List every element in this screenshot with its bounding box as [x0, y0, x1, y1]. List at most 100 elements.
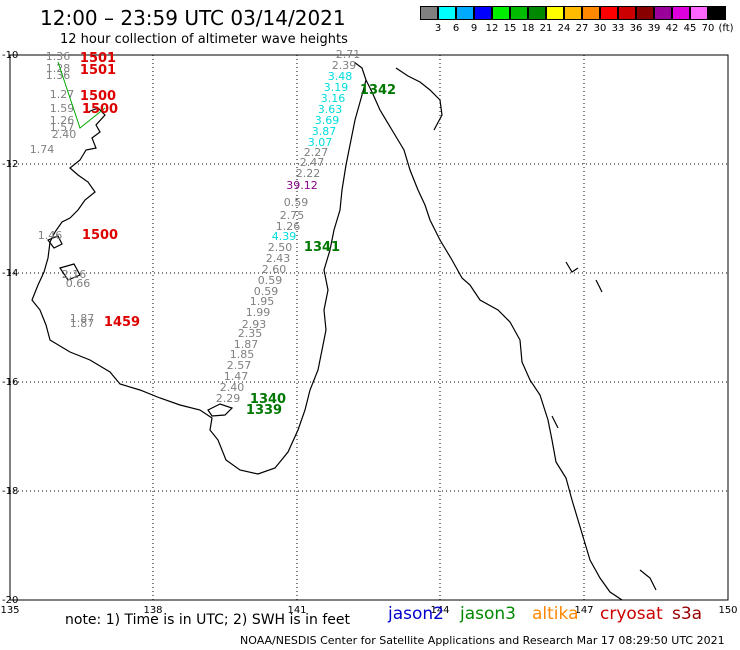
- scale-label: 45: [683, 23, 697, 34]
- scale-label: (ft): [718, 23, 734, 34]
- time-label: 1501: [80, 63, 116, 78]
- scale-label: 15: [503, 23, 517, 34]
- scale-swatch: [564, 6, 582, 20]
- time-label: 1459: [104, 315, 140, 330]
- coastline: [31, 61, 657, 601]
- coastline-north: [395, 67, 443, 131]
- island: [59, 263, 81, 281]
- swh-value: 2.47: [300, 156, 325, 169]
- time-label: 1500: [82, 102, 118, 117]
- lat-lon-grid: [10, 55, 728, 600]
- scale-label: 27: [575, 23, 589, 34]
- swh-value: 0.66: [66, 277, 91, 290]
- swh-value: 2.57: [227, 359, 252, 372]
- swh-value: 2.75: [280, 209, 305, 222]
- swh-value: 1.46: [38, 229, 63, 242]
- scale-label: 3: [434, 23, 442, 34]
- time-label: 1500: [82, 228, 118, 243]
- axis-labels: 135 138 141 144 147 150 -10 -12 -14 -16 -18 -20: [0, 50, 737, 616]
- scale-swatch: [636, 6, 654, 20]
- swh-value: 2.35: [238, 327, 263, 340]
- map-subtitle: 12 hour collection of altimeter wave hei…: [60, 32, 348, 47]
- scale-label: 6: [452, 23, 460, 34]
- island: [207, 403, 234, 417]
- time-label: 1340: [250, 392, 286, 407]
- scale-label: 30: [593, 23, 607, 34]
- map-frame: [9, 54, 729, 601]
- time-label: 1341: [304, 240, 340, 255]
- scale-swatch: [420, 6, 438, 20]
- lon-tick-label: 138: [143, 605, 162, 616]
- scale-swatch: [474, 6, 492, 20]
- scale-swatch: [438, 6, 456, 20]
- island: [565, 261, 579, 273]
- swh-value: 2.40: [220, 381, 245, 394]
- lat-tick-label: -20: [2, 595, 18, 606]
- swh-tracks: 2.712.393.483.193.163.633.693.873.072.27…: [30, 48, 361, 405]
- time-label: 1342: [360, 83, 396, 98]
- lon-tick-label: 144: [430, 605, 449, 616]
- swh-value: 0.59: [284, 196, 309, 209]
- swh-value: 2.50: [268, 241, 293, 254]
- scale-label: 36: [629, 23, 643, 34]
- scale-swatch: [654, 6, 672, 20]
- scale-swatch: [690, 6, 708, 20]
- scale-label: 9: [470, 23, 478, 34]
- swh-value: 3.69: [315, 114, 340, 127]
- scale-label: 42: [665, 23, 679, 34]
- swh-value: 3.16: [321, 92, 346, 105]
- swh-value: 1.74: [30, 143, 55, 156]
- time-label: 1339: [246, 403, 282, 418]
- scale-swatch: [546, 6, 564, 20]
- coastline-east: [365, 79, 623, 601]
- lat-tick-label: -16: [2, 377, 18, 388]
- scale-label: 24: [557, 23, 571, 34]
- lat-tick-label: -12: [2, 159, 18, 170]
- swh-value: 1.87: [70, 312, 95, 325]
- lat-tick-label: -10: [2, 50, 18, 61]
- swh-value: 1.85: [230, 348, 255, 361]
- scale-swatch: [456, 6, 474, 20]
- coastline-west: [31, 61, 367, 475]
- scale-label: 70: [701, 23, 715, 34]
- swh-value: 3.19: [324, 81, 349, 94]
- scale-label: 12: [485, 23, 499, 34]
- scale-swatch: [618, 6, 636, 20]
- scale-swatch: [600, 6, 618, 20]
- swh-value: 2.93: [242, 318, 267, 331]
- legend-altika: altika: [532, 604, 579, 624]
- scale-swatch: [582, 6, 600, 20]
- island: [551, 415, 559, 429]
- swh-value: 0.59: [254, 285, 279, 298]
- swh-value: 2.27: [304, 146, 329, 159]
- swh-value: 1.95: [250, 295, 275, 308]
- swh-value: 2.29: [216, 392, 241, 405]
- swh-value: 2.39: [332, 59, 357, 72]
- island: [639, 569, 657, 591]
- swh-value: 1.87: [70, 317, 95, 330]
- footer-note: note: 1) Time is in UTC; 2) SWH is in fe…: [65, 612, 351, 628]
- scale-label: 39: [647, 23, 661, 34]
- lon-tick-label: 150: [718, 605, 737, 616]
- swh-value: 3.63: [318, 103, 343, 116]
- swh-value: 1.47: [224, 370, 249, 383]
- swh-value: 1.99: [246, 306, 271, 319]
- island: [47, 235, 63, 249]
- swh-value: 2.40: [52, 128, 77, 141]
- lon-tick-label: 147: [574, 605, 593, 616]
- lat-tick-label: -14: [2, 268, 18, 279]
- swh-value: 1.26: [50, 114, 75, 127]
- swh-value: 1.26: [276, 220, 301, 233]
- time-label: 1500: [80, 89, 116, 104]
- swh-value: 3.07: [308, 136, 333, 149]
- legend-jason2: jason2: [388, 604, 444, 624]
- swh-value: 1.36: [46, 50, 71, 63]
- scale-label: 33: [611, 23, 625, 34]
- swh-value: 1.28: [46, 62, 71, 75]
- lat-tick-label: -18: [2, 486, 18, 497]
- scale-swatch: [708, 6, 726, 20]
- swh-value: 2.43: [266, 252, 291, 265]
- lon-tick-label: 141: [287, 605, 306, 616]
- swh-value: 3.87: [312, 125, 337, 138]
